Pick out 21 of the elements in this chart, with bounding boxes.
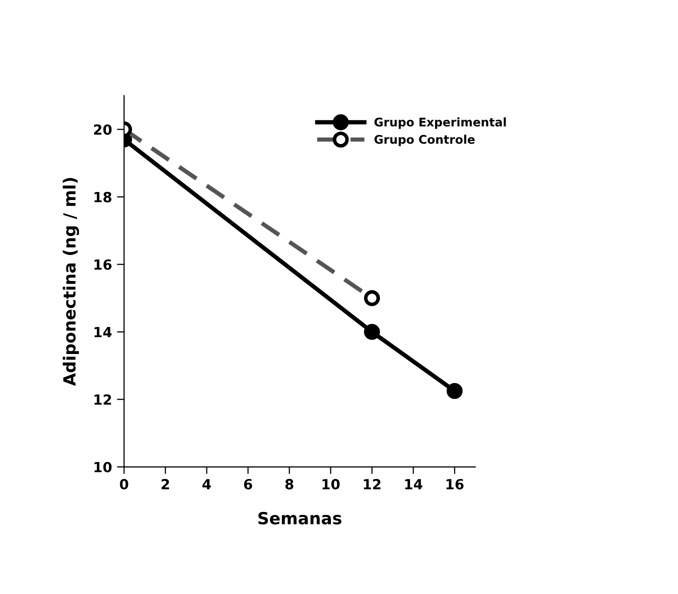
x-tick-label: 10: [322, 478, 340, 490]
x-tick-label: 0: [120, 478, 128, 490]
x-tick-label: 16: [446, 478, 464, 490]
y-tick-label: 12: [94, 394, 112, 405]
y-tick-label: 10: [94, 462, 112, 472]
x-tick-label: 14: [405, 479, 422, 490]
y-tick-label: 18: [94, 192, 112, 202]
point: [446, 382, 463, 399]
legend-label: Grupo Experimental: [374, 117, 506, 129]
x-tick-label: 6: [244, 478, 252, 490]
y-tick-label: 20: [94, 124, 112, 135]
y-tick-label: 16: [94, 259, 112, 270]
point: [364, 324, 380, 340]
y-tick-label: 14: [94, 327, 112, 338]
x-tick-label: 2: [162, 478, 170, 490]
x-tick-label: 12: [364, 478, 380, 490]
legend-label: Grupo Controle: [374, 134, 475, 146]
x-tick-label: 8: [285, 478, 294, 490]
x-tick-label: 4: [202, 479, 211, 490]
x-axis-title: Semanas: [258, 512, 342, 524]
y-axis-title: Adiponectina (ng / ml): [62, 178, 80, 386]
